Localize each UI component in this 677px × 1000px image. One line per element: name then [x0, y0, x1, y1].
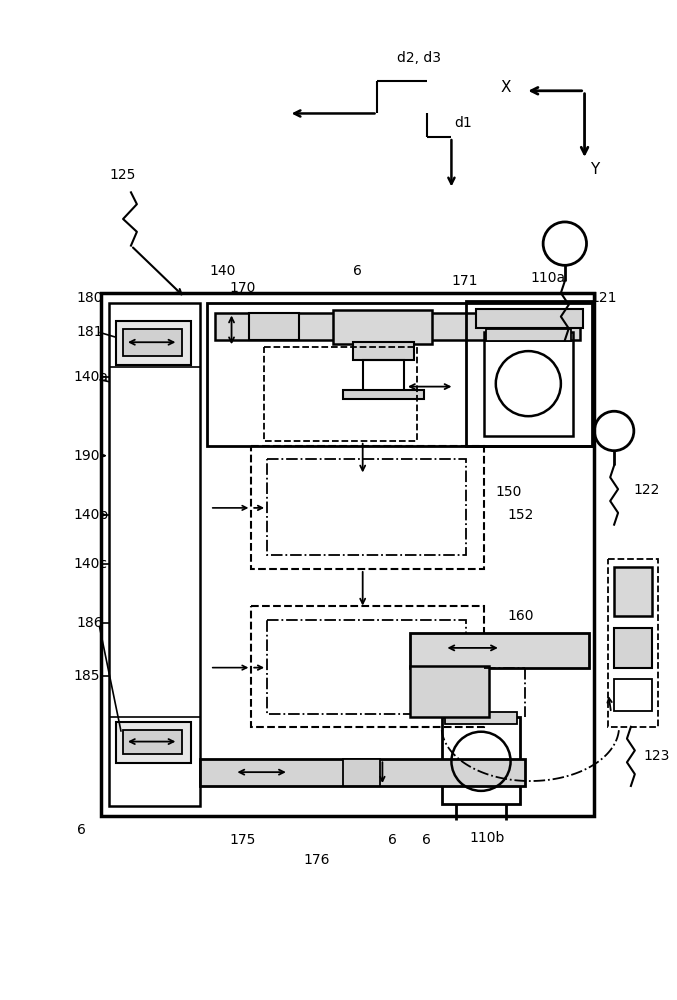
Bar: [123, 329, 182, 356]
Text: 6: 6: [353, 264, 362, 278]
Bar: [614, 628, 651, 668]
Text: 123: 123: [644, 749, 670, 763]
Bar: [109, 303, 200, 806]
Text: 140b: 140b: [74, 508, 109, 522]
Text: 121: 121: [590, 291, 617, 305]
Bar: [343, 390, 424, 399]
Text: Y: Y: [590, 162, 600, 177]
Bar: [445, 712, 517, 724]
Text: 186: 186: [77, 616, 104, 630]
Bar: [353, 342, 414, 360]
Text: 190: 190: [74, 449, 100, 463]
Bar: [249, 313, 299, 340]
Text: 150: 150: [496, 485, 522, 499]
Bar: [410, 633, 590, 668]
Text: 110a: 110a: [530, 271, 565, 285]
Text: 185: 185: [74, 669, 100, 683]
Text: 176: 176: [303, 853, 330, 867]
Text: 181: 181: [77, 325, 104, 339]
Text: 170: 170: [230, 281, 256, 295]
Text: 140a: 140a: [74, 370, 109, 384]
Text: d1: d1: [454, 116, 472, 130]
Text: 171: 171: [452, 274, 478, 288]
Text: 125: 125: [109, 168, 135, 182]
Bar: [123, 730, 182, 754]
Text: 110b: 110b: [469, 831, 504, 845]
Text: 160: 160: [508, 609, 534, 623]
Bar: [102, 293, 594, 816]
Text: 122: 122: [634, 483, 660, 497]
Bar: [410, 666, 489, 717]
Text: 6: 6: [388, 833, 397, 847]
Bar: [116, 321, 191, 365]
Bar: [614, 679, 651, 711]
Text: 6: 6: [422, 833, 431, 847]
Bar: [476, 309, 583, 328]
Bar: [200, 759, 525, 786]
Bar: [267, 459, 466, 555]
Text: 140: 140: [210, 264, 236, 278]
Bar: [608, 559, 657, 727]
Bar: [215, 313, 580, 340]
Text: 152: 152: [508, 508, 534, 522]
Text: 140c: 140c: [74, 557, 108, 571]
Text: 180: 180: [77, 291, 103, 305]
Bar: [267, 620, 466, 714]
Bar: [251, 606, 484, 727]
Text: X: X: [500, 80, 510, 95]
Bar: [484, 332, 573, 436]
Text: d2, d3: d2, d3: [397, 51, 441, 65]
Bar: [333, 310, 432, 344]
Bar: [486, 329, 571, 341]
Bar: [614, 567, 651, 616]
Bar: [207, 303, 594, 446]
Bar: [363, 360, 404, 392]
Bar: [264, 347, 417, 441]
Text: 6: 6: [77, 823, 85, 837]
Bar: [116, 722, 191, 763]
Bar: [343, 759, 380, 786]
Bar: [441, 717, 521, 804]
Text: 175: 175: [230, 833, 256, 847]
Bar: [466, 301, 592, 446]
Bar: [251, 446, 484, 569]
